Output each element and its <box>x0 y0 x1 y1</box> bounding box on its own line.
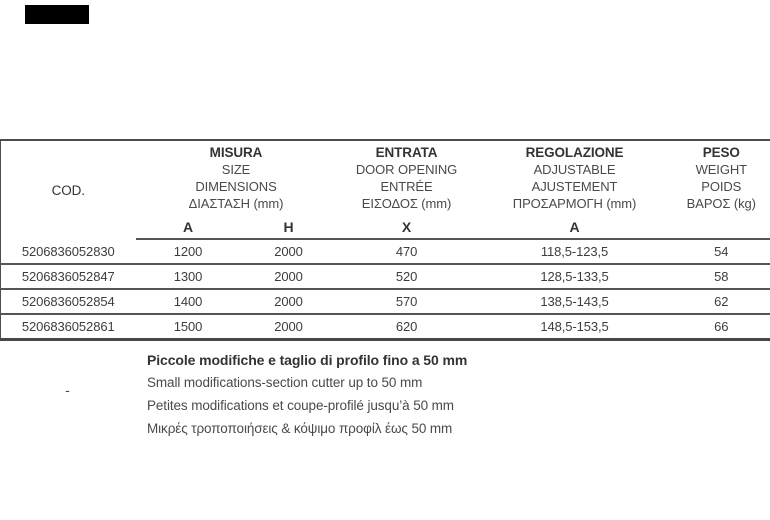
note-line-greek: Μικρές τροποποιήσεις & κόψιμο προφίλ έως… <box>147 421 453 436</box>
subcolumn-label-a: A <box>135 215 241 240</box>
cell-x: 570 <box>395 294 418 309</box>
regolazione-sub-adjustable: ADJUSTABLE <box>533 162 616 177</box>
misura-sub-greek: ΔΙΑΣΤΑΣΗ (mm) <box>188 196 284 211</box>
table-row: 5206836052830 1200 2000 470 118,5-123,5 … <box>0 239 770 264</box>
peso-sub-greek: ΒΑΡΟΣ (kg) <box>686 196 756 211</box>
column-header-misura: MISURA SIZE DIMENSIONS ΔΙΑΣΤΑΣΗ (mm) <box>136 140 337 215</box>
note-line-english: Small modifications-section cutter up to… <box>147 375 423 390</box>
cell-adjustment: 138,5-143,5 <box>540 294 609 309</box>
cell-a: 1300 <box>173 269 203 284</box>
cell-cod: 5206836052847 <box>21 269 115 284</box>
subcolumn-label-empty <box>672 215 770 240</box>
table-header: COD. MISURA SIZE DIMENSIONS ΔΙΑΣΤΑΣΗ (mm… <box>1 140 770 240</box>
black-marker-box <box>25 5 89 24</box>
cell-weight: 58 <box>714 269 729 284</box>
regolazione-sub-greek: ΠΡΟΣΑΡΜΟΓΗ (mm) <box>512 196 637 211</box>
cell-x: 470 <box>395 244 418 259</box>
column-header-cod: COD. <box>51 182 85 198</box>
misura-label: MISURA <box>209 145 263 160</box>
misura-sub-dimensions: DIMENSIONS <box>195 179 277 194</box>
cell-adjustment: 148,5-153,5 <box>540 318 609 334</box>
table-row: 5206836052847 1300 2000 520 128,5-133,5 … <box>0 264 770 289</box>
cell-a: 1500 <box>173 318 203 334</box>
cell-cod: 5206836052854 <box>21 294 115 309</box>
table-row: 5206836052861 1500 2000 620 148,5-153,5 … <box>1 314 770 339</box>
cell-h: 2000 <box>274 244 303 259</box>
cell-a: 1200 <box>173 244 203 259</box>
entrata-sub-dooropening: DOOR OPENING <box>355 162 458 177</box>
cell-weight: 54 <box>714 244 729 259</box>
cell-h: 2000 <box>274 294 303 309</box>
column-header-peso: PESO WEIGHT POIDS ΒΑΡΟΣ (kg) <box>673 140 770 215</box>
cell-h: 2000 <box>274 318 303 334</box>
notes-dash: - <box>65 382 70 398</box>
table-row: 5206836052854 1400 2000 570 138,5-143,5 … <box>0 289 770 314</box>
subcolumn-label-h: H <box>240 215 337 240</box>
cell-x: 520 <box>395 269 418 284</box>
regolazione-label: REGOLAZIONE <box>525 145 624 160</box>
header-label-row: COD. MISURA SIZE DIMENSIONS ΔΙΑΣΤΑΣΗ (mm… <box>1 140 770 215</box>
header-subcolumn-row: A H X A <box>1 215 770 240</box>
cell-cod: 5206836052830 <box>21 243 115 259</box>
cell-weight: 62 <box>714 294 729 309</box>
cell-cod: 5206836052861 <box>21 318 115 334</box>
note-line-french: Petites modifications et coupe-profilé j… <box>147 398 454 413</box>
cell-h: 2000 <box>274 269 303 284</box>
cell-x: 620 <box>395 318 418 334</box>
column-header-regolazione: REGOLAZIONE ADJUSTABLE AJUSTEMENT ΠΡΟΣΑΡ… <box>477 140 673 215</box>
entrata-label: ENTRATA <box>375 145 438 160</box>
peso-sub-poids: POIDS <box>701 179 742 194</box>
entrata-sub-greek: ΕΙΣΟΔΟΣ (mm) <box>361 196 452 211</box>
note-line-italian: Piccole modifiche e taglio di profilo fi… <box>147 351 468 368</box>
subcolumn-label-adj-a: A <box>476 215 673 240</box>
notes-section: - Piccole modifiche e taglio di profilo … <box>0 342 770 438</box>
regolazione-sub-ajustement: AJUSTEMENT <box>531 179 618 194</box>
entrata-sub-entree: ENTRÉE <box>380 179 433 194</box>
notes-text-block: Piccole modifiche e taglio di profilo fi… <box>135 342 770 438</box>
table-body: 5206836052830 1200 2000 470 118,5-123,5 … <box>0 239 770 339</box>
misura-sub-size: SIZE <box>221 162 251 177</box>
column-header-entrata: ENTRATA DOOR OPENING ENTRÉE ΕΙΣΟΔΟΣ (mm) <box>337 140 477 215</box>
cell-a: 1400 <box>173 294 203 309</box>
peso-label: PESO <box>702 145 740 160</box>
subcolumn-label-x: X <box>336 215 477 240</box>
product-spec-table: COD. MISURA SIZE DIMENSIONS ΔΙΑΣΤΑΣΗ (mm… <box>0 139 770 341</box>
cell-weight: 66 <box>714 318 729 334</box>
cell-adjustment: 128,5-133,5 <box>540 269 609 284</box>
peso-sub-weight: WEIGHT <box>695 162 748 177</box>
cell-adjustment: 118,5-123,5 <box>540 244 609 259</box>
